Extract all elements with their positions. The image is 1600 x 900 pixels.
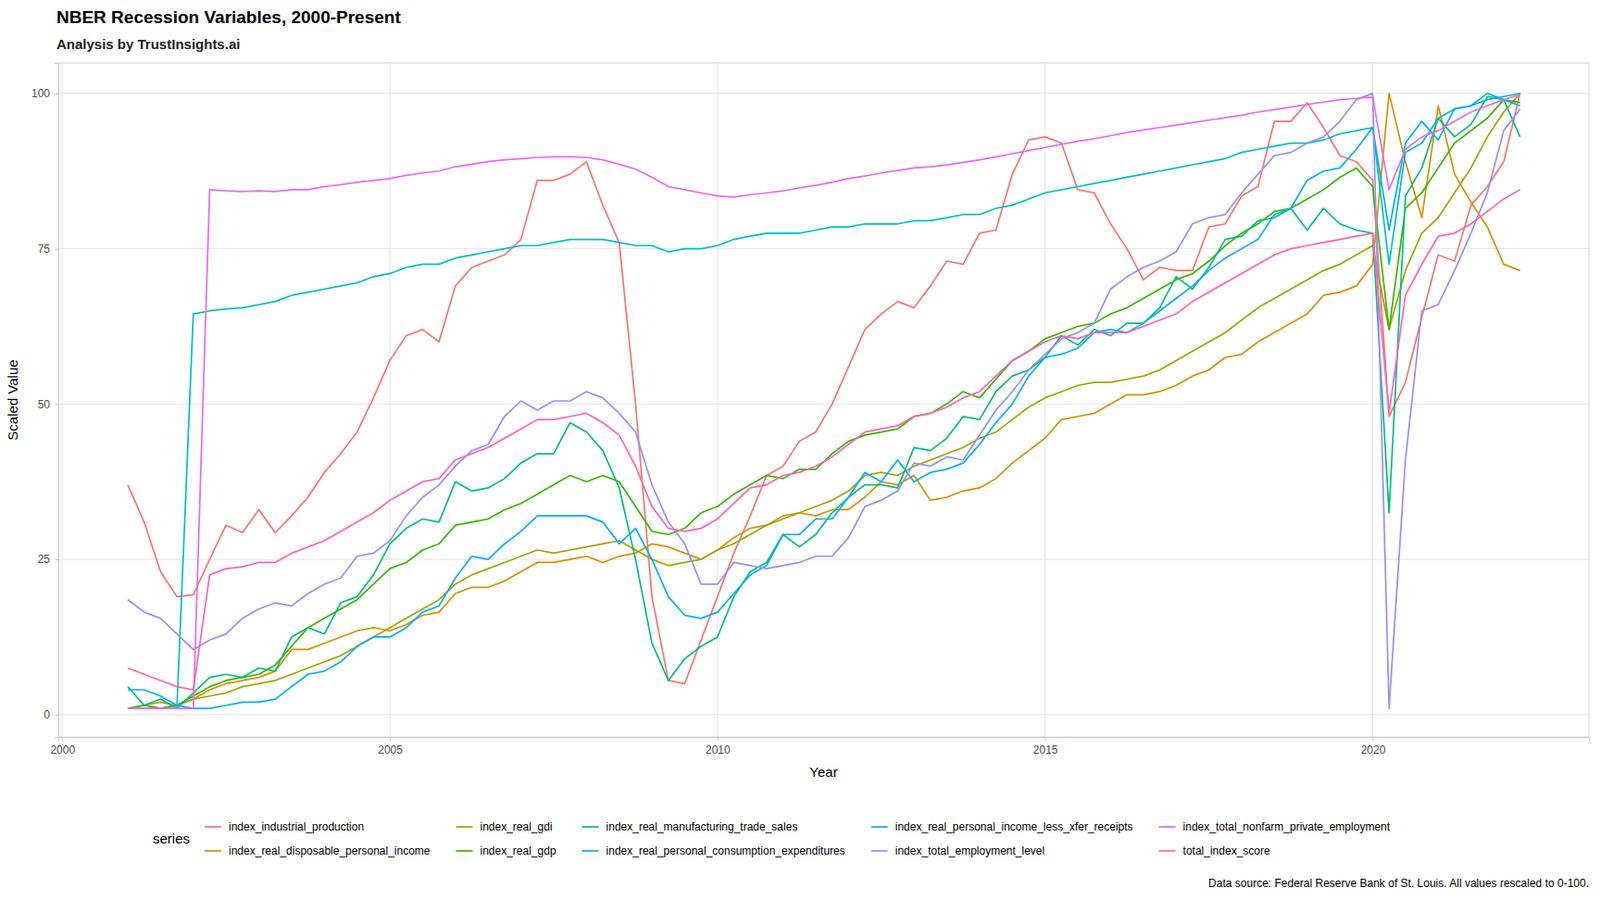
legend-label: total_index_score xyxy=(1183,844,1271,858)
y-tick-mark xyxy=(54,714,59,716)
y-tick-mark xyxy=(54,403,59,405)
y-grid-line xyxy=(58,559,1589,561)
y-tick-label: 25 xyxy=(37,552,51,566)
x-grid-line xyxy=(1044,62,1046,738)
x-tick-label: 2010 xyxy=(705,743,731,757)
legend-key xyxy=(1159,825,1176,828)
series-lines xyxy=(127,93,1521,709)
y-tick-mark xyxy=(54,559,59,561)
y-grid-line xyxy=(58,92,1589,94)
y-tick-label: 100 xyxy=(31,87,50,100)
y-axis: 0 25 50 75 100 xyxy=(31,63,60,738)
series-line xyxy=(127,94,1521,709)
y-tick-mark xyxy=(54,249,59,250)
y-axis-line xyxy=(54,63,60,738)
legend: series index_industrial_production index_r… xyxy=(152,820,1391,858)
y-tick-label: 50 xyxy=(37,398,51,412)
x-tick: 2010 xyxy=(705,737,731,757)
chart: NBER Recession Variables, 2000-Present An… xyxy=(0,0,1600,900)
y-axis-title: Scaled Value xyxy=(4,359,21,440)
y-tick: 25 xyxy=(37,552,59,566)
legend-key xyxy=(204,850,222,852)
y-tick-mark xyxy=(54,93,59,95)
legend-label: index_real_disposable_personal_income xyxy=(228,844,431,858)
legend-key xyxy=(204,825,222,828)
x-axis-line xyxy=(59,737,1590,742)
y-tick: 75 xyxy=(37,242,59,256)
y-tick-label: 75 xyxy=(37,242,51,256)
legend-label: index_real_manufacturing_trade_sales xyxy=(606,820,799,834)
legend-label: index_real_personal_consumption_expendit… xyxy=(606,844,846,858)
legend-title: series xyxy=(152,830,190,847)
series-line xyxy=(127,93,1521,709)
x-tick: 2000 xyxy=(50,737,75,757)
x-tick-mark xyxy=(389,737,391,741)
x-grid-line xyxy=(1372,62,1374,738)
x-tick-label: 2015 xyxy=(1033,743,1059,757)
legend-label: index_real_personal_income_less_xfer_rec… xyxy=(895,820,1134,834)
legend-label: index_total_employment_level xyxy=(895,844,1045,858)
legend-key xyxy=(456,850,474,852)
plot-frame xyxy=(58,62,1589,738)
series-line xyxy=(127,93,1521,709)
series-line xyxy=(127,96,1521,709)
y-grid-line xyxy=(58,713,1589,715)
x-axis: 2000 2005 2010 2015 2020 xyxy=(50,737,1589,757)
subtitle: Analysis by TrustInsights.ai xyxy=(56,36,240,52)
legend-key xyxy=(1159,850,1176,852)
x-tick: 2005 xyxy=(377,737,403,757)
legend-label: index_real_gdi xyxy=(480,820,553,834)
series-line xyxy=(127,93,1521,709)
x-tick: 2020 xyxy=(1361,737,1387,757)
y-tick: 100 xyxy=(31,87,59,100)
legend-key xyxy=(456,825,474,828)
x-grid-line xyxy=(62,62,63,738)
x-tick-mark xyxy=(1045,737,1047,741)
title: NBER Recession Variables, 2000-Present xyxy=(56,7,401,27)
series-line xyxy=(127,189,1521,690)
y-tick: 0 xyxy=(43,708,59,722)
x-axis-title: Year xyxy=(809,763,838,780)
y-grid-line xyxy=(58,248,1589,250)
x-tick: 2015 xyxy=(1033,737,1059,757)
series-line xyxy=(127,100,1521,710)
series-line xyxy=(127,93,1521,709)
series-line xyxy=(127,93,1521,684)
x-tick-mark xyxy=(717,737,719,741)
y-tick: 50 xyxy=(37,398,59,412)
caption: Data source: Federal Reserve Bank of St.… xyxy=(1208,876,1589,890)
series-line xyxy=(127,93,1521,709)
legend-label: index_real_gdp xyxy=(480,844,557,858)
legend-key xyxy=(582,825,600,828)
grid xyxy=(58,62,1589,738)
legend-key xyxy=(871,850,888,852)
x-tick-mark xyxy=(62,737,63,741)
x-tick-label: 2020 xyxy=(1361,743,1387,757)
x-tick-mark xyxy=(1372,737,1374,741)
legend-label: index_total_nonfarm_private_employment xyxy=(1183,820,1391,834)
legend-label: index_industrial_production xyxy=(228,820,364,834)
y-tick-label: 0 xyxy=(43,708,50,722)
x-tick-label: 2005 xyxy=(377,743,403,757)
legend-key xyxy=(871,825,888,828)
y-grid-line xyxy=(58,403,1589,405)
legend-key xyxy=(582,850,600,852)
x-tick-label: 2000 xyxy=(50,743,75,757)
